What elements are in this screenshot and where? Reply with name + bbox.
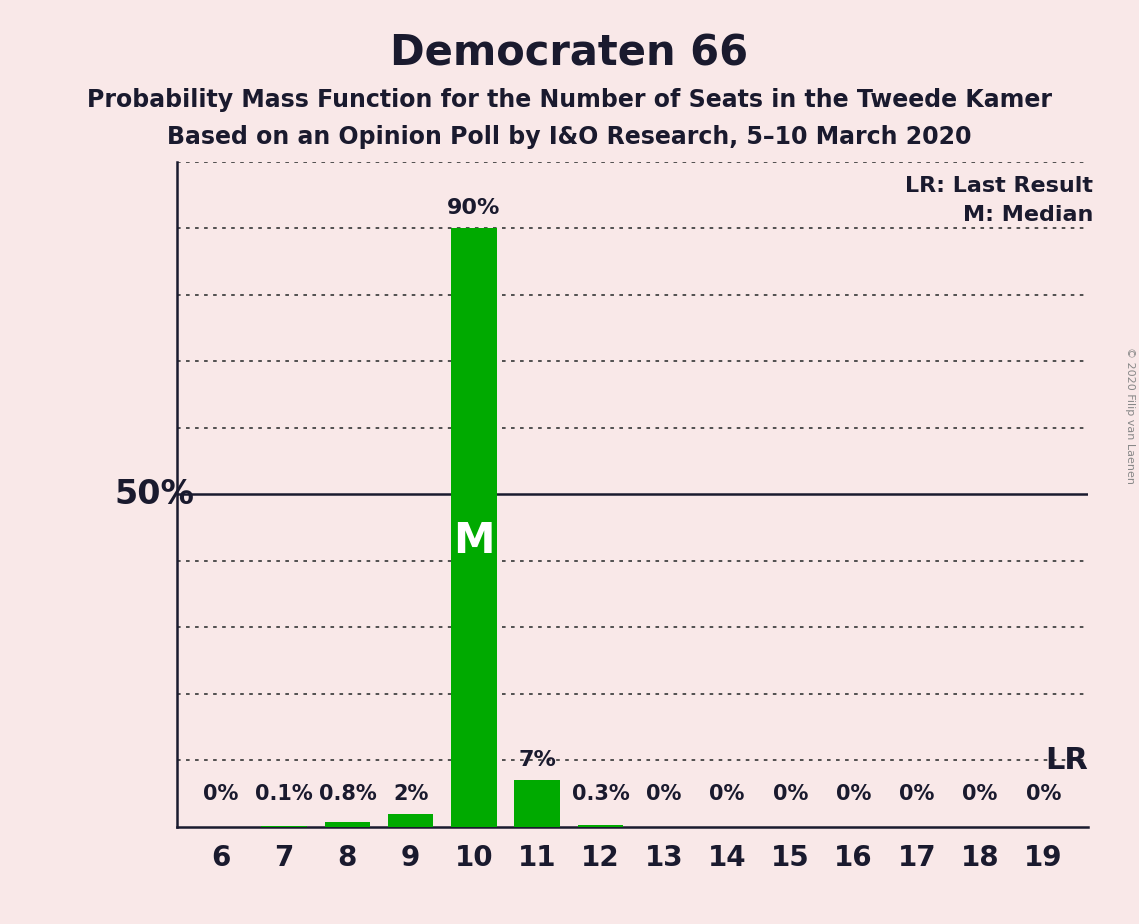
Bar xyxy=(577,825,623,827)
Text: 0%: 0% xyxy=(899,784,935,804)
Text: 90%: 90% xyxy=(448,199,501,218)
Bar xyxy=(325,821,370,827)
Text: M: Median: M: Median xyxy=(964,205,1093,225)
Text: 2%: 2% xyxy=(393,784,428,804)
Text: 0%: 0% xyxy=(772,784,808,804)
Text: © 2020 Filip van Laenen: © 2020 Filip van Laenen xyxy=(1125,347,1134,484)
Text: Democraten 66: Democraten 66 xyxy=(391,32,748,74)
Text: 50%: 50% xyxy=(114,478,195,511)
Text: LR: LR xyxy=(1044,746,1088,775)
Text: LR: Last Result: LR: Last Result xyxy=(906,176,1093,196)
Text: M: M xyxy=(453,520,494,562)
Text: 0%: 0% xyxy=(1026,784,1062,804)
Text: 0%: 0% xyxy=(646,784,681,804)
Bar xyxy=(388,814,434,827)
Text: 0%: 0% xyxy=(203,784,238,804)
Text: 0%: 0% xyxy=(962,784,998,804)
Bar xyxy=(515,781,560,827)
Bar xyxy=(451,228,497,827)
Text: 0.3%: 0.3% xyxy=(572,784,630,804)
Text: 0%: 0% xyxy=(836,784,871,804)
Text: Based on an Opinion Poll by I&O Research, 5–10 March 2020: Based on an Opinion Poll by I&O Research… xyxy=(167,125,972,149)
Text: 0.1%: 0.1% xyxy=(255,784,313,804)
Text: 0.8%: 0.8% xyxy=(319,784,376,804)
Text: 0%: 0% xyxy=(710,784,745,804)
Text: Probability Mass Function for the Number of Seats in the Tweede Kamer: Probability Mass Function for the Number… xyxy=(87,88,1052,112)
Text: 7%: 7% xyxy=(518,750,556,771)
